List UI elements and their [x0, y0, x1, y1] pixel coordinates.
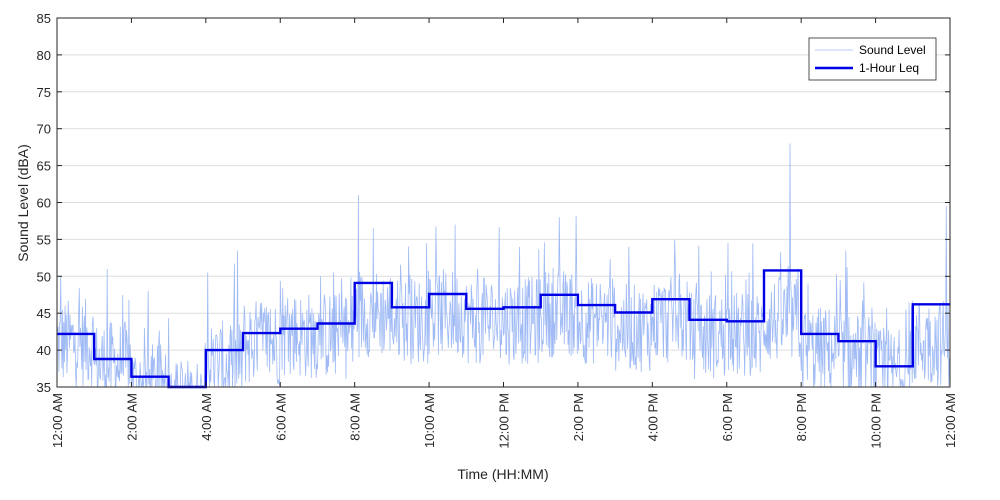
x-tick-label: 12:00 AM: [943, 393, 958, 448]
y-tick-label: 60: [37, 196, 51, 211]
x-tick-label: 2:00 AM: [124, 393, 139, 441]
y-tick-label: 40: [37, 343, 51, 358]
y-tick-label: 75: [37, 85, 51, 100]
y-tick-label: 65: [37, 159, 51, 174]
x-tick-label: 8:00 AM: [348, 393, 363, 441]
x-tick-label: 4:00 AM: [199, 393, 214, 441]
y-tick-label: 50: [37, 269, 51, 284]
x-tick-label: 12:00 AM: [50, 393, 65, 448]
x-tick-label: 10:00 AM: [422, 393, 437, 448]
y-tick-label: 45: [37, 306, 51, 321]
x-tick-label: 6:00 PM: [720, 393, 735, 441]
x-tick-label: 12:00 PM: [497, 393, 512, 449]
x-tick-label: 10:00 PM: [869, 393, 884, 449]
y-tick-label: 55: [37, 232, 51, 247]
x-tick-label: 2:00 PM: [571, 393, 586, 441]
y-axis-label: Sound Level (dBA): [15, 144, 31, 262]
legend-label-sound-level: Sound Level: [859, 43, 926, 57]
y-tick-label: 80: [37, 48, 51, 63]
x-axis: 12:00 AM 2:00 AM 4:00 AM 6:00 AM 8:00 AM 10:0…: [50, 18, 958, 449]
x-tick-label: 8:00 PM: [794, 393, 809, 441]
y-axis: 35 40 45 50 55 60 65 70 75 80 85: [37, 11, 950, 395]
y-tick-label: 70: [37, 122, 51, 137]
y-tick-label: 35: [37, 380, 51, 395]
x-tick-label: 4:00 PM: [645, 393, 660, 441]
legend: Sound Level 1-Hour Leq: [808, 37, 937, 81]
series-line-1-hour-leq: [57, 269, 950, 389]
x-axis-label: Time (HH:MM): [457, 466, 548, 482]
legend-box: [808, 37, 937, 81]
x-tick-label: 6:00 AM: [273, 393, 288, 441]
legend-label-1-hour-leq: 1-Hour Leq: [859, 61, 919, 75]
y-tick-label: 85: [37, 11, 51, 26]
